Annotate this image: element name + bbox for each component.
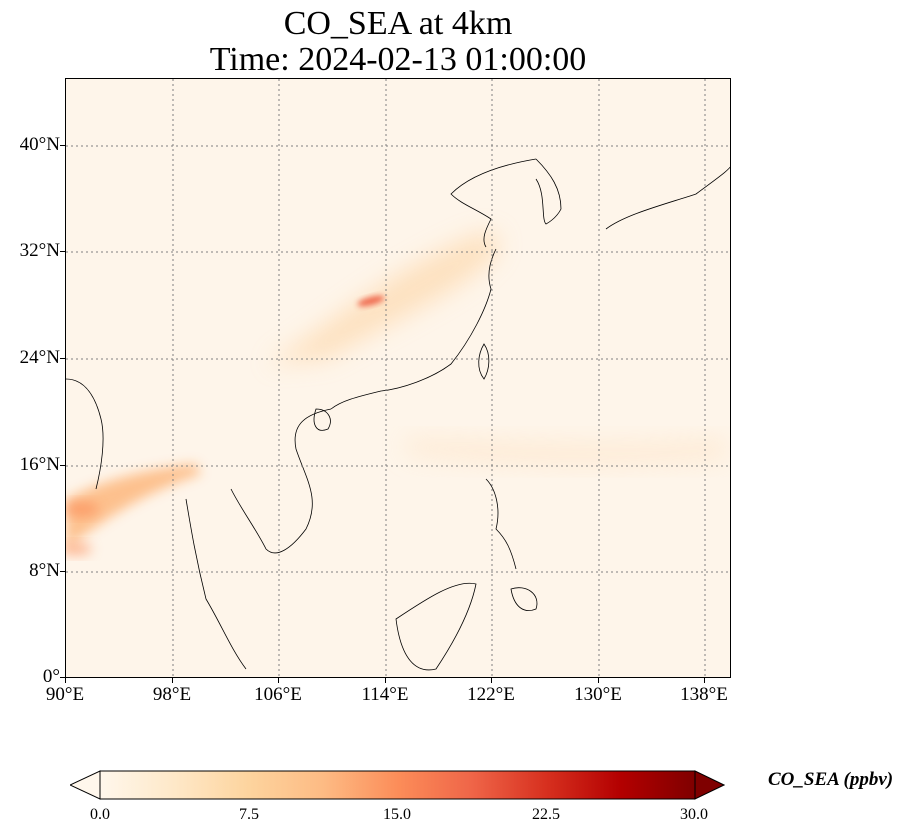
myanmar-coast [66,378,104,490]
taiwan [478,343,490,380]
y-tick-24n [60,358,65,359]
y-tick-40n [60,145,65,146]
x-tick-138e [704,678,705,683]
x-tick-label-138e: 138°E [680,684,728,705]
mindanao [510,587,538,611]
hainan [313,408,331,431]
borneo [395,582,477,671]
map-title-line2: Time: 2024-02-13 01:00:00 [209,41,587,78]
x-tick-label-114e: 114°E [361,684,409,705]
japan-kyushu-honshu [605,166,730,230]
plume-sea [406,439,726,465]
plume-west-core-2 [66,543,92,555]
bohai-coast [450,158,537,248]
x-tick-90e [65,678,66,683]
malay-peninsula [185,498,247,670]
gridlines [66,79,730,677]
colorbar-tick-22-5: 22.5 [532,806,560,823]
map-canvas [66,79,730,677]
colorbar-extend-min [68,770,101,800]
y-tick-label-16n: 16°N [19,454,60,475]
plume-hotspot [357,295,385,307]
x-tick-label-130e: 130°E [574,684,622,705]
x-tick-label-122e: 122°E [467,684,515,705]
x-tick-106e [278,678,279,683]
y-tick-0 [60,677,65,678]
y-tick-label-8n: 8°N [29,560,60,581]
colorbar-tick-0: 0.0 [90,806,110,823]
y-tick-8n [60,571,65,572]
x-tick-98e [172,678,173,683]
y-tick-label-24n: 24°N [19,347,60,368]
y-tick-16n [60,465,65,466]
plume-west [66,464,201,549]
china-coastline [330,248,497,410]
colorbar [68,770,726,800]
colorbar-title: CO_SEA (ppbv) [768,769,894,790]
y-tick-label-40n: 40°N [19,134,60,155]
philippines-luzon [485,478,517,570]
x-tick-130e [598,678,599,683]
co-plume [66,232,726,555]
y-tick-label-32n: 32°N [19,240,60,261]
colorbar-svg [68,770,726,800]
coastlines [66,158,730,671]
map-panel [65,78,731,678]
y-tick-32n [60,251,65,252]
x-tick-label-90e: 90°E [45,684,85,705]
plume-west-core [66,502,99,516]
x-tick-122e [491,678,492,683]
indochina [230,408,332,554]
x-tick-114e [385,678,386,683]
colorbar-extend-max [694,770,726,800]
y-tick-label-0: 0° [42,666,60,687]
korea-peninsula [535,158,562,225]
colorbar-tick-30: 30.0 [680,806,708,823]
colorbar-tick-7-5: 7.5 [239,806,259,823]
x-tick-label-98e: 98°E [152,684,192,705]
x-tick-label-106e: 106°E [254,684,302,705]
colorbar-tick-15: 15.0 [383,806,411,823]
map-title-line1: CO_SEA at 4km [283,5,513,42]
colorbar-gradient [99,770,696,800]
